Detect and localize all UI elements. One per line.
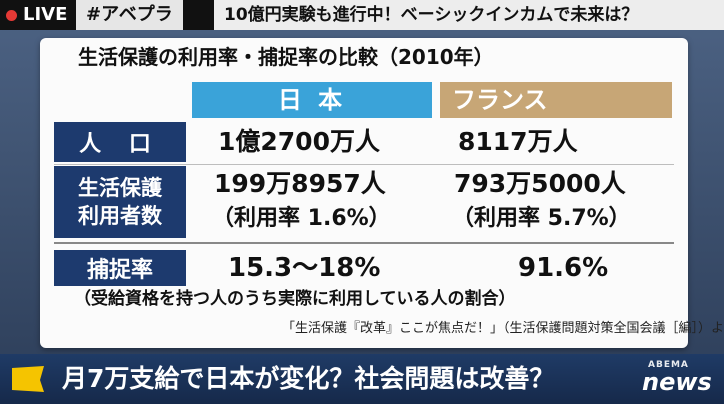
row-label-population: 人 口 (54, 122, 186, 162)
cell-france-takeup: 91.6% (518, 253, 609, 283)
live-badge: LIVE (0, 0, 76, 30)
caption-flag-icon (12, 366, 44, 392)
row-separator (54, 164, 674, 165)
hashtag: #アベプラ (76, 0, 183, 30)
takeup-definition-note: （受給資格を持つ人のうち実際に利用している人の割合） (74, 289, 516, 309)
source-citation: 「生活保護『改革』ここが焦点だ！」（生活保護問題対策全国会議［編］）より (282, 321, 724, 336)
live-label: LIVE (23, 4, 68, 25)
column-header-france: フランス (440, 82, 672, 118)
caption-text: 月7万支給で日本が変化？社会問題は改善？ (62, 364, 555, 393)
live-dot-icon (6, 9, 17, 21)
logo-top-text: ABEMA (648, 360, 689, 370)
headline: 10億円実験も進行中！ベーシックインカムで未来は？ (214, 0, 724, 30)
cell-france-recipients: 793万5000人 (454, 169, 626, 198)
logo-main-text: news (642, 368, 712, 396)
column-header-japan: 日 本 (192, 82, 432, 118)
abema-news-logo: ABEMA news (640, 360, 718, 398)
row-label-recipients: 生活保護 利用者数 (54, 166, 186, 238)
row-label-takeup: 捕捉率 (54, 250, 186, 286)
cell-france-usage-rate: （利用率 5.7%） (452, 206, 631, 231)
row-separator (54, 242, 674, 244)
cell-japan-usage-rate: （利用率 1.6%） (212, 206, 391, 231)
board-title: 生活保護の利用率・捕捉率の比較（2010年） (78, 45, 494, 69)
cell-japan-takeup: 15.3〜18% (228, 253, 381, 283)
cell-japan-recipients: 199万8957人 (214, 169, 386, 198)
caption-bar (0, 354, 724, 404)
cell-japan-population: 1億2700万人 (218, 127, 380, 156)
cell-france-population: 8117万人 (458, 127, 578, 156)
